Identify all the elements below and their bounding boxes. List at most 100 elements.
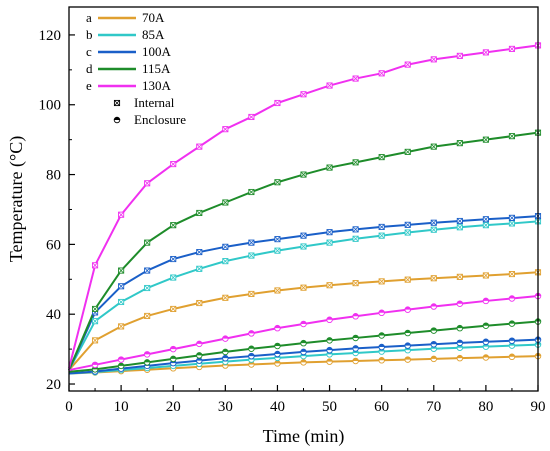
enclosure-marker (274, 342, 281, 350)
enclosure-marker (326, 337, 333, 344)
internal-marker (144, 267, 151, 274)
y-tick-label: 40 (46, 307, 61, 323)
internal-marker (482, 222, 489, 229)
enclosure-marker (404, 306, 411, 313)
legend-label: 70A (142, 10, 165, 25)
legend-marker-label: Enclosure (134, 112, 186, 127)
enclosure-marker (378, 332, 385, 339)
enclosure-marker (508, 295, 516, 302)
enclosure-marker (196, 352, 203, 359)
internal-marker (170, 274, 177, 281)
internal-marker (196, 143, 203, 150)
internal-marker (248, 113, 255, 121)
legend-entry: c 100A (86, 44, 172, 59)
legend-marker-entry: Internal (113, 95, 175, 110)
enclosure-marker (508, 337, 516, 344)
internal-marker (404, 229, 411, 236)
enclosure-marker (248, 330, 255, 337)
internal-marker (170, 222, 177, 229)
internal-marker (144, 284, 151, 292)
internal-marker (508, 220, 515, 227)
tick-labels: 0 10 20 30 40 50 60 70 80 90 20 40 60 80 100 120 (39, 28, 546, 415)
enclosure-marker (169, 345, 177, 353)
x-tick-label: 20 (166, 399, 181, 415)
plot-frame (68, 6, 539, 392)
enclosure-marker (456, 354, 464, 362)
internal-marker (118, 323, 125, 330)
internal-marker (456, 217, 463, 225)
internal-marker (274, 179, 281, 186)
internal-marker (430, 275, 437, 282)
internal-marker (92, 318, 99, 325)
x-tick-label: 60 (374, 399, 389, 415)
enclosure-marker (143, 351, 151, 358)
internal-marker (222, 258, 229, 265)
y-tick-label: 80 (46, 168, 61, 184)
internal-marker (274, 99, 281, 107)
internal-marker (92, 262, 99, 269)
internal-marker (196, 249, 203, 256)
internal-marker (404, 61, 411, 68)
enclosure-marker (456, 300, 464, 307)
enclosure-marker (430, 327, 438, 334)
enclosure-marker (274, 324, 281, 332)
internal-marker (144, 180, 151, 187)
enclosure-marker (482, 297, 490, 305)
enclosure-marker (91, 361, 99, 369)
enclosure-marker (300, 320, 307, 328)
internal-marker (378, 223, 385, 230)
y-axis-title: Temperature (°C) (6, 136, 27, 262)
internal-marker (144, 239, 151, 246)
internal-marker (326, 82, 333, 89)
internal-marker (456, 52, 463, 59)
y-tick-label: 120 (39, 28, 62, 44)
internal-marker (430, 219, 437, 226)
legend-letter: e (86, 78, 92, 93)
legend-label: 130A (142, 78, 172, 93)
legend-marker-entry: Enclosure (113, 112, 186, 127)
internal-marker (378, 232, 385, 239)
internal-marker (300, 232, 307, 239)
enclosure-marker (196, 340, 203, 348)
enclosure-marker (404, 356, 411, 363)
internal-marker (113, 99, 121, 107)
y-tick-label: 100 (39, 98, 62, 114)
enclosure-marker (378, 309, 385, 317)
internal-marker (196, 209, 203, 217)
internal-marker (352, 159, 359, 166)
legend-letter: b (86, 27, 93, 42)
internal-marker (170, 161, 177, 168)
legend-letter: d (86, 61, 93, 76)
enclosure-marker (117, 362, 125, 370)
enclosure-marker (430, 355, 438, 363)
internal-marker (118, 267, 125, 274)
enclosure-marker (326, 346, 333, 354)
enclosure-marker (404, 329, 411, 337)
enclosure-marker (430, 340, 438, 348)
enclosure-marker (508, 353, 516, 361)
enclosure-marker (196, 357, 203, 364)
internal-marker (248, 239, 255, 246)
internal-marker (300, 171, 307, 178)
enclosure-marker (222, 335, 229, 342)
legend-label: 115A (142, 61, 171, 76)
internal-marker (482, 49, 489, 56)
x-tick-label: 10 (114, 399, 129, 415)
legend-entry: e 130A (86, 78, 172, 93)
enclosure-marker (482, 322, 490, 329)
internal-marker (222, 126, 229, 133)
enclosure-marker (248, 352, 255, 360)
internal-marker (118, 211, 125, 218)
x-tick-label: 0 (65, 399, 73, 415)
enclosure-marker (404, 342, 411, 349)
internal-marker (222, 294, 229, 301)
internal-marker (170, 255, 177, 263)
x-tick-label: 70 (426, 399, 441, 415)
legend-label: 85A (142, 27, 165, 42)
legend-entry: b 85A (86, 27, 165, 42)
legend-entry: a 70A (86, 10, 165, 25)
internal-marker (222, 199, 229, 206)
internal-marker (274, 247, 281, 254)
internal-marker (482, 216, 489, 223)
internal-marker (274, 236, 281, 243)
